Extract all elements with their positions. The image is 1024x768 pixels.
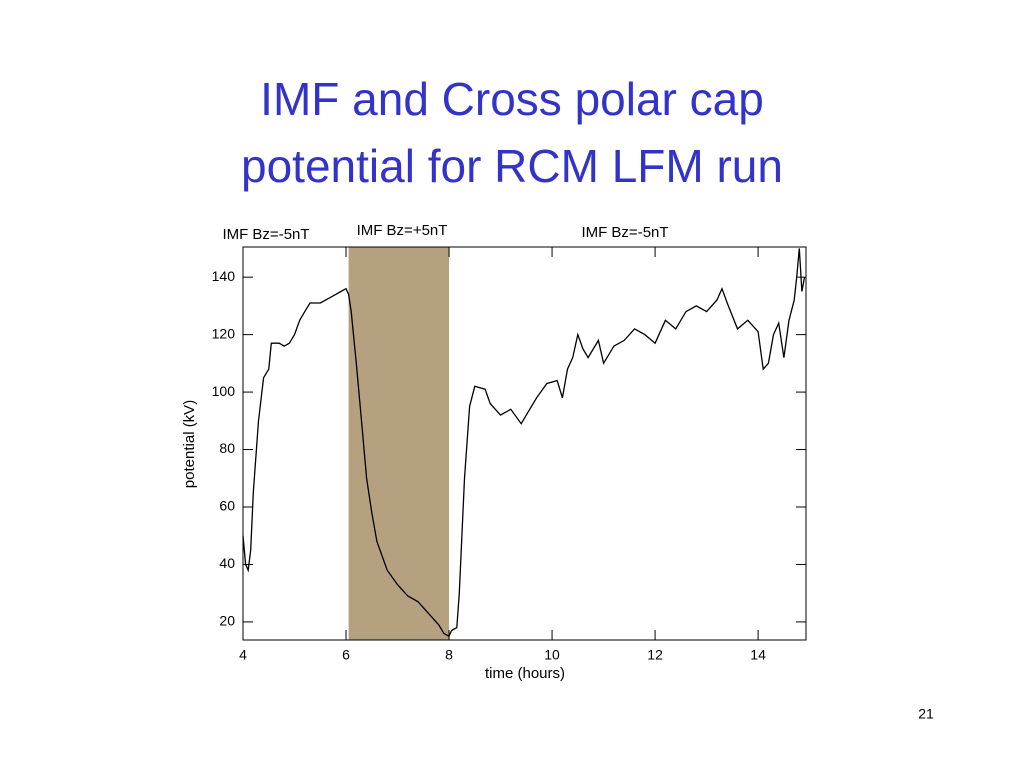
y-tick-label: 100 [212,383,236,399]
y-tick-label: 60 [219,498,235,514]
annotation: IMF Bz=-5nT [581,224,668,241]
annotation: IMF Bz=-5nT [222,226,309,243]
y-tick-label: 40 [219,555,235,571]
x-tick-label: 12 [647,647,663,663]
x-axis-label: time (hours) [485,665,565,682]
x-tick-label: 10 [544,647,560,663]
y-tick-label: 80 [219,440,235,456]
x-tick-label: 4 [239,647,247,663]
title-line: IMF and Cross polar cap [260,73,764,125]
y-axis-label: potential (kV) [181,400,198,488]
annotation: IMF Bz=+5nT [357,222,448,239]
x-tick-label: 8 [445,647,453,663]
y-tick-label: 20 [219,613,235,629]
plot-frame [242,246,807,641]
title-line: potential for RCM LFM run [241,140,783,192]
x-tick-label: 14 [750,647,766,663]
y-tick-label: 140 [212,268,236,284]
y-tick-label: 120 [212,325,236,341]
page-number: 21 [918,706,934,722]
shaded-region [348,247,450,640]
data-line [242,248,806,638]
x-tick-label: 6 [342,647,350,663]
